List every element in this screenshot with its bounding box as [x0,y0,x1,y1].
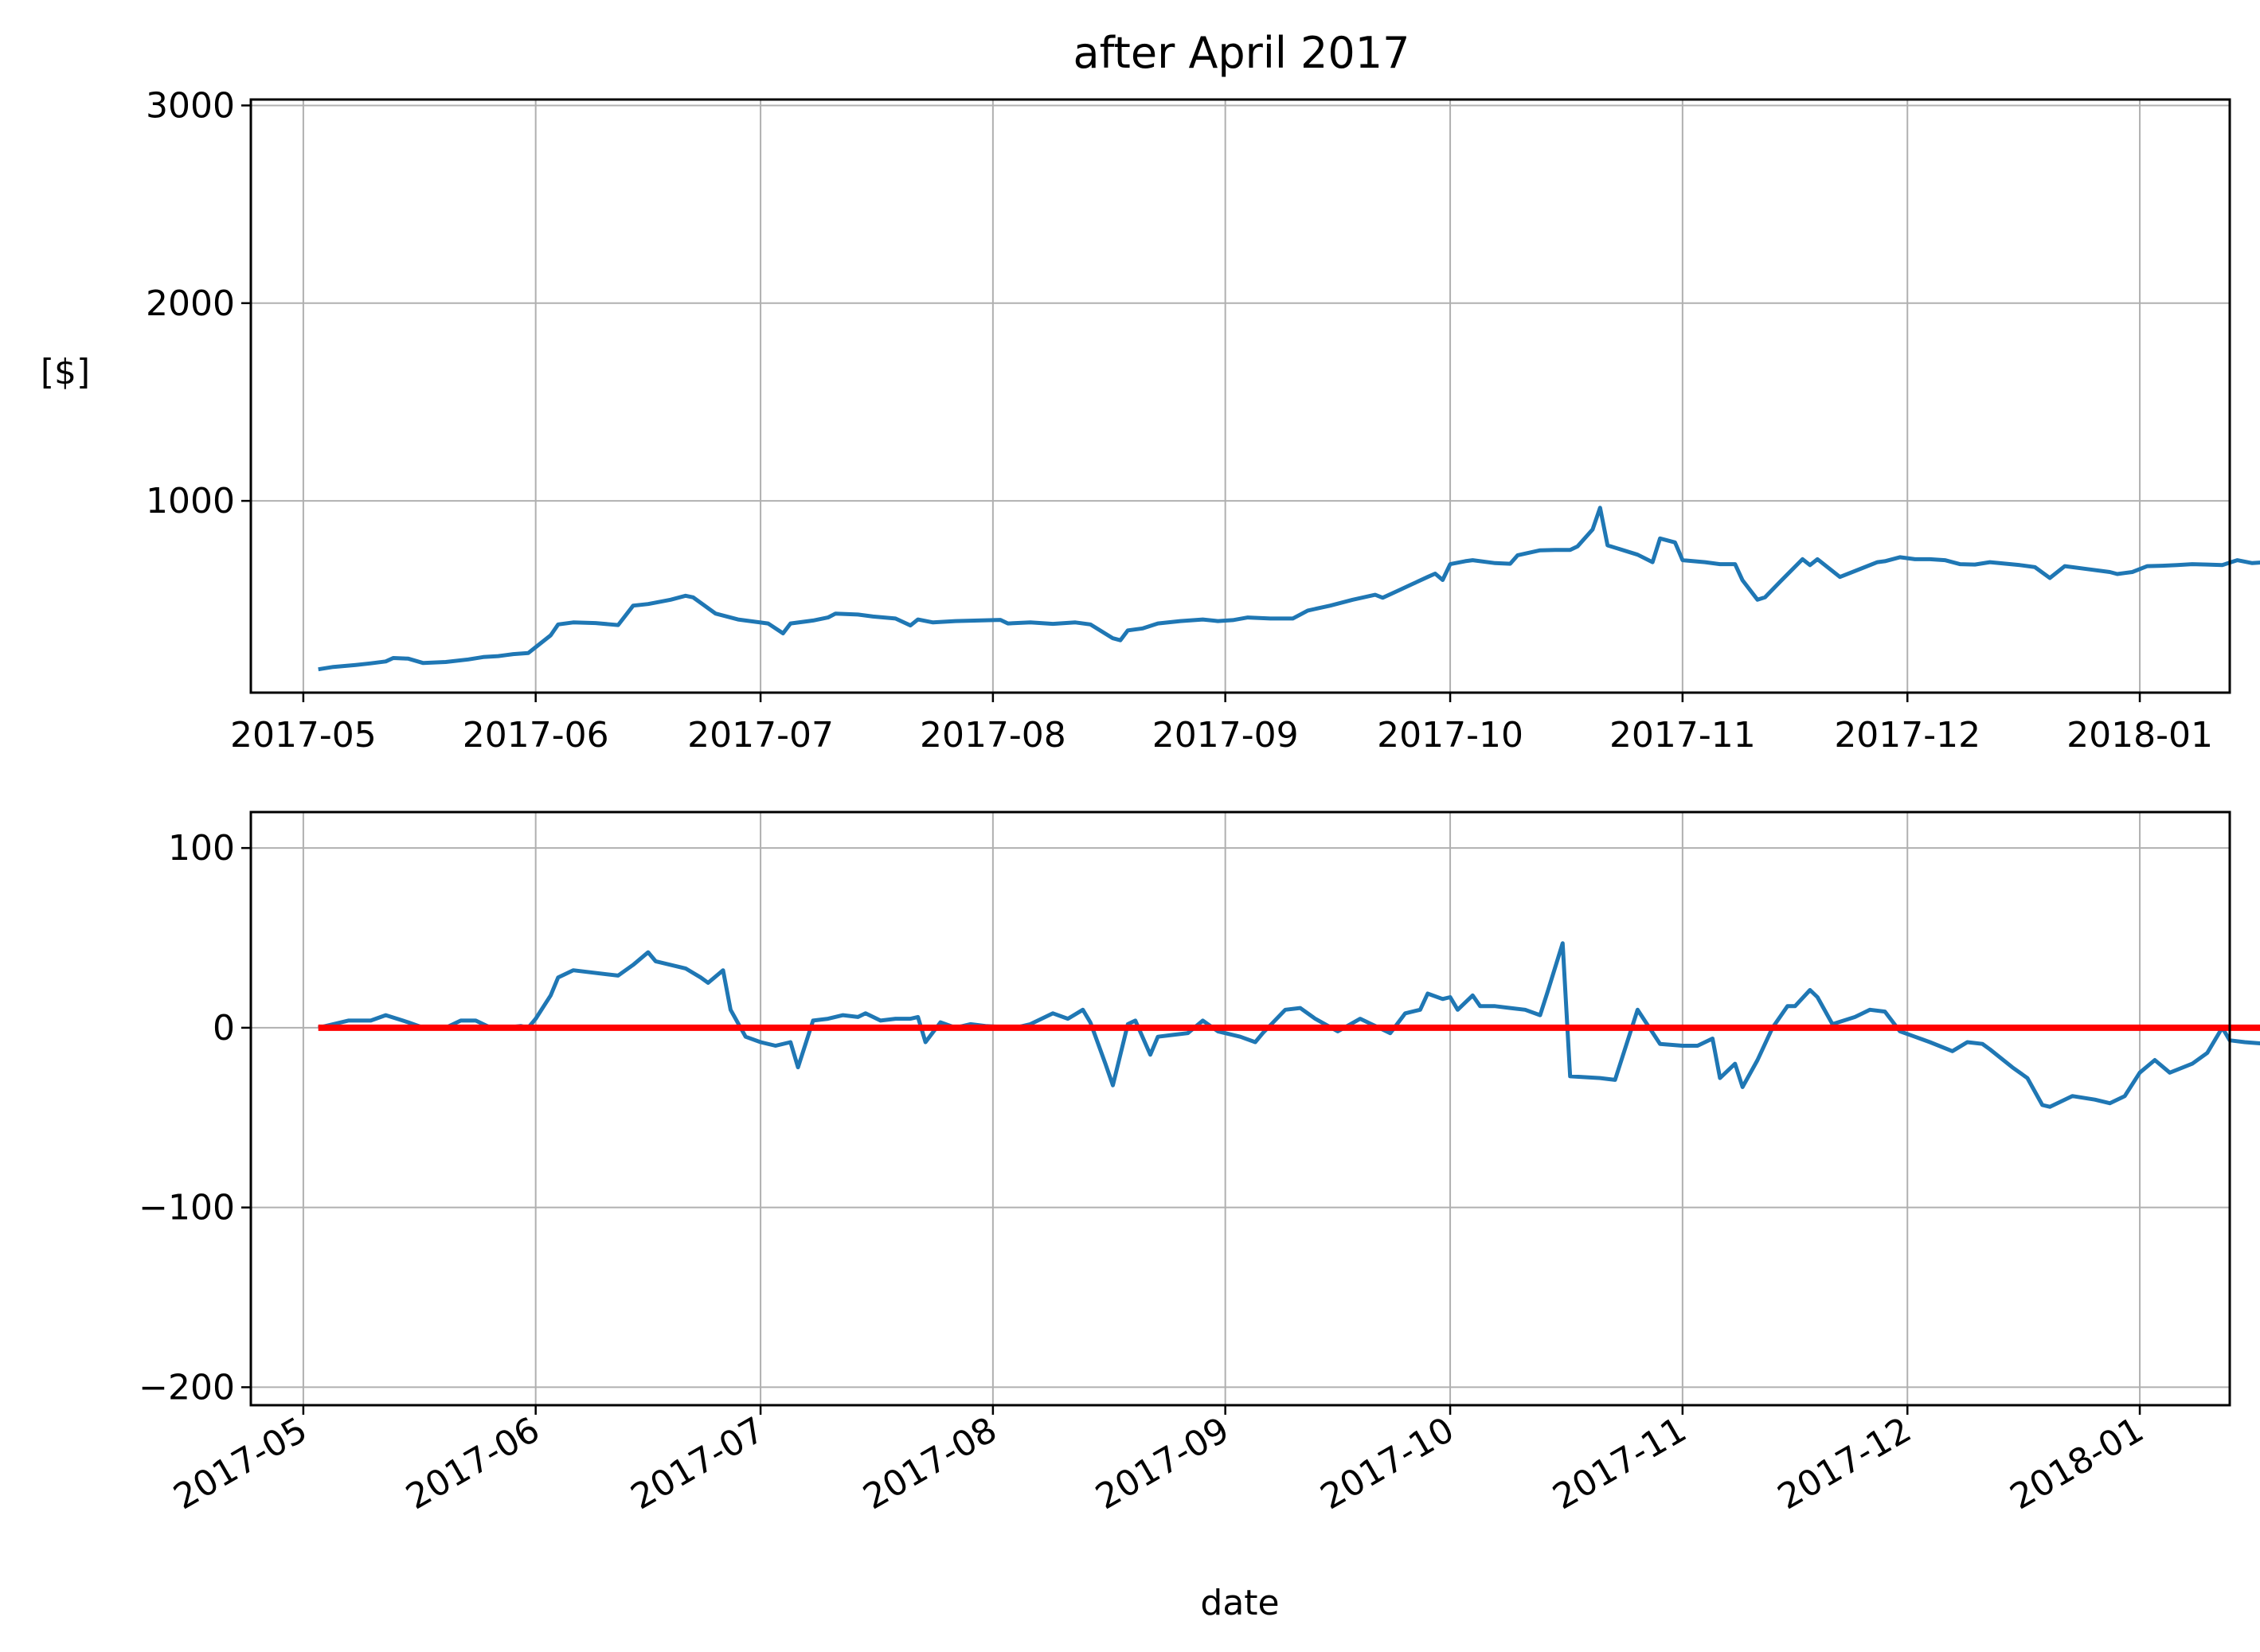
top-plot-frame [249,98,2231,694]
x-tick-label: 2017-06 [399,1409,546,1517]
bottom-panel: 2017-05 2017-06 2017-07 2017-08 2017-09 2017-… [139,810,2260,1623]
x-tick-label: 2017-09 [1089,1409,1236,1517]
y-tick-label: 100 [168,828,235,869]
x-tick-label: 2017-05 [230,715,377,756]
bottom-plot-frame [249,810,2231,1407]
top-panel: after April 2017 [$] 2017-05 2017-06 2017-… [41,28,2260,756]
bottom-y-axis: 100 0 −100 −200 [139,828,251,1408]
y-tick-label: 0 [213,1008,235,1049]
y-tick-label: 2000 [146,283,235,324]
top-chart-title: after April 2017 [1073,28,1410,78]
x-tick-label: 2017-11 [1609,715,1756,756]
x-tick-label: 2017-10 [1314,1409,1461,1517]
x-tick-label: 2017-12 [1771,1409,1918,1517]
top-gridlines [251,100,2230,693]
x-tick-label: 2018-01 [2004,1409,2151,1517]
x-tick-label: 2017-06 [463,715,609,756]
y-tick-label: −200 [139,1367,235,1408]
bottom-x-axis-label: date [1200,1583,1279,1623]
x-tick-label: 2017-08 [920,715,1066,756]
x-tick-label: 2017-12 [1834,715,1980,756]
x-tick-label: 2017-07 [687,715,834,756]
bottom-series-group [318,941,2260,1109]
x-tick-label: 2017-05 [167,1409,315,1517]
price-series-line [318,506,2260,672]
top-x-axis: 2017-05 2017-06 2017-07 2017-08 2017-09 2017-… [230,693,2213,756]
x-tick-label: 2017-11 [1546,1409,1694,1517]
bottom-gridlines [251,812,2230,1405]
top-y-axis: 1000 2000 3000 [146,85,251,521]
x-tick-label: 2018-01 [2066,715,2213,756]
y-tick-label: −100 [139,1188,235,1228]
top-y-axis-label: [$] [41,352,90,392]
y-tick-label: 3000 [146,85,235,126]
y-tick-label: 1000 [146,481,235,521]
top-series-group [318,506,2260,672]
x-tick-label: 2017-08 [857,1409,1004,1517]
x-tick-label: 2017-07 [624,1409,772,1517]
x-tick-label: 2017-10 [1377,715,1523,756]
bottom-x-axis: 2017-05 2017-06 2017-07 2017-08 2017-09 2017-… [167,1405,2151,1517]
price-series-line [318,941,2260,1109]
x-tick-label: 2017-09 [1152,715,1299,756]
